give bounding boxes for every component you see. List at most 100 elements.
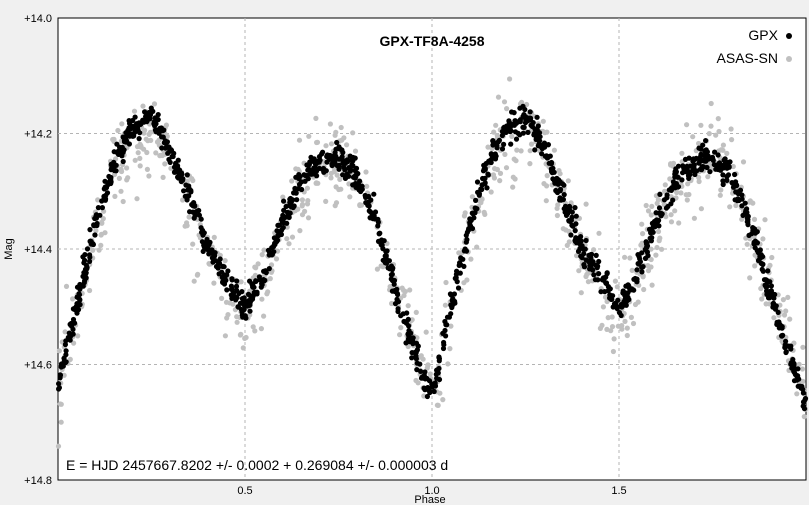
asas-sn-point (596, 230, 602, 236)
gpx-point (234, 278, 240, 284)
asas-sn-point (488, 189, 494, 195)
gpx-point (650, 229, 656, 235)
gpx-point (161, 127, 167, 133)
asas-sn-point (189, 176, 195, 182)
asas-sn-point (211, 280, 217, 286)
asas-sn-point (708, 100, 714, 107)
gpx-point (539, 146, 545, 152)
gpx-point (263, 270, 269, 276)
gpx-point (120, 158, 126, 165)
asas-sn-point (600, 304, 607, 310)
gpx-point (572, 238, 578, 244)
gpx-point (404, 310, 410, 316)
asas-sn-point (578, 290, 584, 296)
asas-sn-point (605, 315, 611, 321)
gpx-point (274, 228, 280, 234)
asas-sn-point (137, 163, 143, 169)
asas-sn-point (299, 197, 305, 203)
asas-sn-point (684, 197, 690, 203)
gpx-point (581, 262, 587, 268)
gpx-point (534, 114, 540, 120)
gpx-point (102, 197, 108, 203)
gpx-point (230, 293, 237, 299)
asas-sn-point (507, 76, 513, 82)
gpx-point (115, 150, 121, 156)
asas-sn-point (93, 228, 99, 234)
asas-sn-point (328, 170, 334, 176)
gpx-point (760, 261, 766, 268)
gpx-point (703, 147, 709, 153)
gpx-point (119, 144, 125, 150)
asas-sn-point (225, 312, 231, 318)
asas-sn-point (190, 241, 196, 247)
y-tick-label: +14.8 (24, 475, 52, 487)
gpx-point (186, 193, 192, 199)
gpx-point (745, 217, 751, 223)
asas-sn-point (662, 182, 668, 188)
gpx-point (802, 397, 808, 403)
asas-sn-point (314, 139, 321, 145)
asas-sn-point (328, 141, 335, 147)
gpx-point (241, 307, 247, 313)
asas-sn-point (378, 263, 384, 269)
asas-sn-point (690, 134, 696, 140)
gpx-point (480, 175, 486, 182)
gpx-point (409, 355, 415, 361)
gpx-point (795, 383, 801, 389)
gpx-point (620, 303, 626, 309)
gpx-point (637, 259, 644, 265)
gpx-point (801, 406, 808, 412)
y-tick-label: +14.4 (24, 244, 52, 256)
gpx-point (679, 177, 685, 183)
asas-sn-point (62, 329, 68, 335)
gpx-point (764, 283, 770, 290)
asas-sn-point (655, 197, 662, 203)
gpx-point (471, 215, 477, 221)
gpx-point (152, 123, 158, 129)
gpx-point (788, 346, 794, 352)
gpx-point (716, 160, 723, 166)
asas-sn-point (728, 126, 734, 132)
asas-sn-point (787, 316, 793, 322)
asas-sn-point (364, 183, 370, 189)
gpx-point (108, 174, 114, 181)
asas-sn-point (374, 266, 380, 272)
gpx-point (302, 178, 308, 184)
asas-sn-point (184, 178, 190, 184)
gpx-point (652, 222, 658, 228)
gpx-point (800, 386, 806, 392)
gpx-point (67, 337, 73, 343)
gpx-point (625, 290, 631, 296)
asas-sn-point (120, 198, 126, 205)
asas-sn-point (70, 296, 76, 302)
gpx-point (752, 230, 759, 236)
gpx-point (247, 308, 253, 314)
gpx-point (765, 268, 771, 274)
gpx-point (87, 227, 93, 233)
gpx-point (596, 271, 602, 277)
gpx-point (507, 128, 513, 135)
gpx-point (649, 235, 655, 241)
gpx-point (656, 205, 663, 211)
gpx-point (531, 130, 538, 136)
gpx-point (783, 344, 789, 350)
gpx-point (501, 124, 507, 130)
gpx-point (794, 377, 800, 383)
asas-sn-point (519, 99, 525, 105)
asas-sn-point (705, 174, 711, 180)
gpx-point (266, 266, 272, 272)
gpx-point (147, 112, 154, 118)
gpx-point (375, 223, 381, 229)
gpx-point (561, 182, 567, 188)
asas-sn-point (124, 165, 130, 171)
ephemeris-annotation: E = HJD 2457667.8202 +/- 0.0002 + 0.2690… (66, 457, 448, 473)
asas-sn-point (501, 99, 508, 105)
gpx-point (379, 237, 385, 243)
gpx-point (395, 308, 401, 315)
gpx-point (229, 286, 235, 292)
gpx-point (644, 240, 650, 246)
gpx-point (216, 271, 222, 277)
asas-sn-point (58, 419, 64, 425)
gpx-point (422, 376, 428, 382)
asas-sn-point (415, 380, 421, 386)
